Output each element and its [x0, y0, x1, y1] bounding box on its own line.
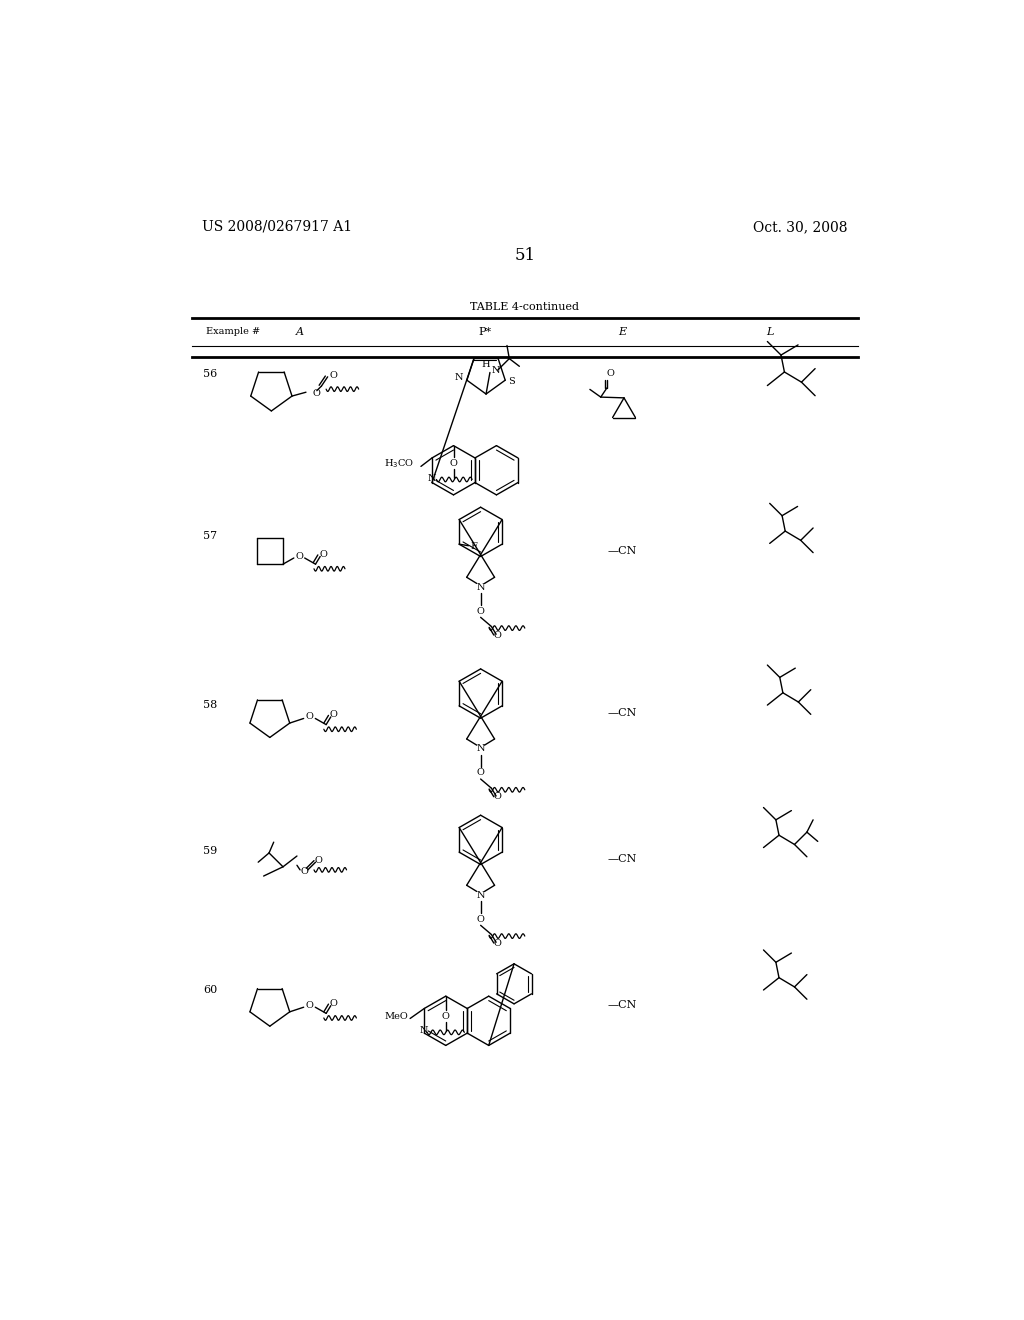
Text: L: L: [766, 326, 773, 337]
Text: Oct. 30, 2008: Oct. 30, 2008: [754, 220, 848, 234]
Text: P*: P*: [478, 326, 492, 337]
Text: O: O: [330, 710, 338, 719]
Text: O: O: [441, 1011, 450, 1020]
Text: S: S: [508, 378, 515, 387]
Text: N: N: [476, 583, 485, 591]
Text: O: O: [306, 713, 313, 722]
Text: 59: 59: [203, 846, 217, 857]
Text: O: O: [477, 768, 484, 777]
Text: —CN: —CN: [608, 854, 637, 865]
Text: O: O: [477, 915, 484, 924]
Text: O: O: [494, 939, 502, 948]
Text: N: N: [476, 744, 485, 754]
Text: —CN: —CN: [608, 546, 637, 556]
Text: O: O: [494, 792, 502, 801]
Text: O: O: [330, 999, 338, 1008]
Text: E: E: [618, 326, 627, 337]
Text: 51: 51: [514, 247, 536, 264]
Text: 60: 60: [203, 985, 217, 995]
Text: O: O: [295, 552, 303, 561]
Text: 57: 57: [203, 531, 217, 541]
Text: O: O: [606, 370, 614, 379]
Text: —CN: —CN: [608, 708, 637, 718]
Text: N: N: [455, 374, 463, 383]
Text: 56: 56: [203, 370, 217, 379]
Text: O: O: [494, 631, 502, 639]
Text: H$_3$CO: H$_3$CO: [384, 458, 415, 470]
Text: N: N: [420, 1026, 428, 1035]
Text: O: O: [306, 1001, 313, 1010]
Text: O: O: [450, 459, 458, 467]
Text: O: O: [329, 371, 337, 380]
Text: TABLE 4-continued: TABLE 4-continued: [470, 302, 580, 312]
Text: Example #: Example #: [206, 327, 260, 337]
Text: A: A: [296, 326, 304, 337]
Text: H: H: [481, 360, 489, 370]
Text: N: N: [492, 366, 500, 375]
Text: —CN: —CN: [608, 1001, 637, 1010]
Text: US 2008/0267917 A1: US 2008/0267917 A1: [202, 220, 352, 234]
Text: 58: 58: [203, 700, 217, 710]
Text: O: O: [312, 389, 321, 399]
Text: O: O: [477, 607, 484, 615]
Text: F: F: [471, 543, 477, 550]
Text: MeO: MeO: [384, 1012, 408, 1022]
Text: O: O: [314, 857, 323, 865]
Text: N: N: [428, 474, 436, 483]
Text: N: N: [476, 891, 485, 900]
Text: O: O: [319, 549, 328, 558]
Text: O: O: [301, 867, 308, 876]
